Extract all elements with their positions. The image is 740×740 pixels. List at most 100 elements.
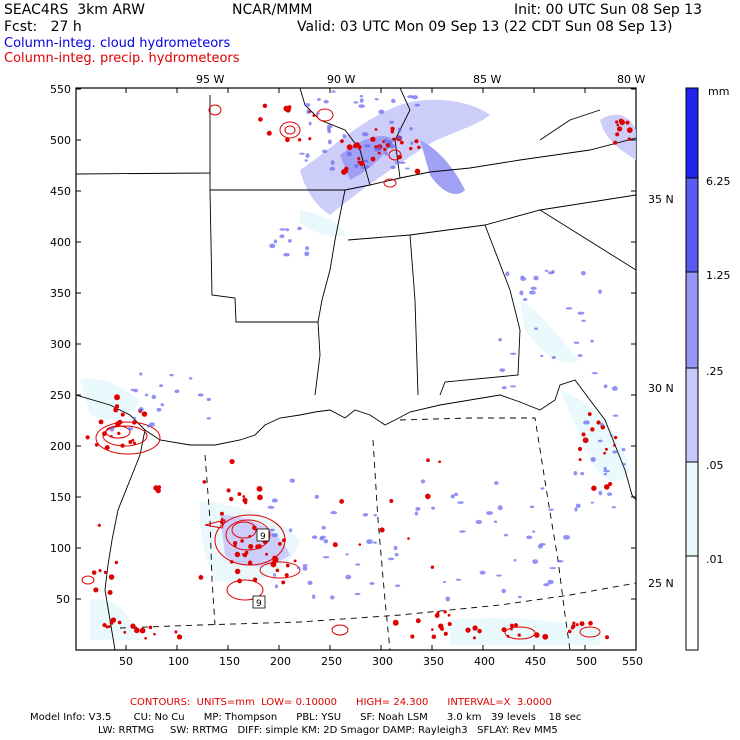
cloud-cell: [330, 595, 335, 600]
cloud-cell: [622, 463, 626, 466]
cloud-cell: [138, 407, 144, 412]
precip-cell: [434, 613, 440, 619]
precip-cell: [616, 123, 620, 127]
cloud-cell: [391, 98, 396, 104]
precip-cell: [389, 498, 394, 503]
precip-cell: [604, 447, 608, 451]
precip-cell: [438, 460, 441, 464]
cloud-cell: [373, 513, 378, 517]
precip-cell: [232, 541, 238, 546]
cloud-cell: [580, 471, 585, 476]
cloud-cell: [612, 414, 619, 417]
precip-cell: [431, 628, 434, 631]
cloud-cell: [132, 416, 137, 420]
precip-cell: [591, 485, 597, 491]
cloud-cell: [326, 124, 333, 129]
precip-cell: [117, 431, 121, 436]
cloud-cell: [415, 506, 421, 511]
cloud-cell: [513, 558, 517, 562]
cloud-cell: [543, 583, 550, 587]
cloud-hydrometeor-shading: [80, 99, 636, 645]
precip-cell: [93, 587, 99, 593]
cloud-cell: [457, 501, 464, 504]
cloud-cell: [317, 98, 321, 101]
cloud-cell: [308, 121, 312, 126]
cloud-cell: [271, 533, 279, 538]
cloud-cell: [573, 471, 578, 476]
model-info-line1: Model Info: V3.5 CU: No Cu MP: Thompson …: [30, 712, 582, 723]
lon-label: 95 W: [196, 73, 225, 86]
cloud-cells: [109, 90, 626, 602]
cloud-cell: [409, 127, 413, 131]
precip-cell: [410, 634, 415, 639]
precip-cell: [102, 431, 107, 437]
precip-cell: [141, 411, 148, 417]
cloud-cell: [455, 578, 462, 581]
precip-cell: [436, 611, 440, 615]
cloud-cell: [534, 327, 539, 330]
precip-cell: [226, 488, 231, 493]
precip-cell: [370, 156, 376, 162]
precip-cell: [133, 627, 140, 634]
y-tick-label: 150: [50, 491, 71, 504]
cloud-cell: [321, 149, 328, 154]
cloud-cell: [160, 403, 165, 407]
precip-cell: [120, 443, 125, 448]
colorbar: [685, 87, 699, 651]
precip-cell: [509, 623, 515, 628]
cloud-cell: [503, 533, 508, 537]
precip-cell: [234, 551, 241, 558]
precip-cell: [407, 537, 410, 540]
cloud-cell: [450, 494, 455, 499]
precip-cell: [581, 432, 586, 437]
cloud-cell: [283, 252, 290, 257]
contour-label-box: [252, 595, 266, 609]
cloud-cell: [603, 466, 607, 471]
cloud-cell: [399, 161, 406, 164]
precip-cell: [234, 568, 241, 575]
precip-cell: [615, 132, 620, 137]
precip-cell: [242, 553, 245, 556]
cloud-cell: [510, 352, 517, 355]
cloud-cell: [369, 582, 375, 585]
precip-cell: [284, 573, 289, 578]
precip-cell: [115, 421, 121, 427]
precip-cell: [312, 114, 316, 117]
cloud-cell: [397, 127, 402, 133]
cloud-cell: [530, 286, 537, 291]
precip-cell: [266, 130, 272, 136]
precip-cell: [613, 443, 617, 447]
cloud-cell: [273, 239, 278, 244]
x-tick-label: 400: [474, 655, 495, 668]
precip-cell: [107, 589, 113, 596]
cloud-cell: [519, 290, 524, 296]
colorbar-swatch: [686, 368, 698, 462]
cloud-cell: [197, 393, 204, 397]
cloud-cell: [501, 588, 507, 594]
cloud-cell: [577, 354, 583, 357]
cloud-cell: [611, 506, 616, 509]
cloud-cell: [279, 234, 285, 239]
x-tick-label: 300: [372, 655, 393, 668]
precip-cell: [132, 441, 137, 445]
cloud-cell: [598, 490, 603, 496]
precip-cell: [244, 550, 249, 555]
precip-cell: [339, 499, 345, 504]
cloud-cell: [188, 377, 193, 380]
precip-cell: [108, 574, 115, 580]
cloud-cell: [475, 519, 483, 525]
y-tick-label: 200: [50, 440, 71, 453]
cloud-cell: [174, 389, 180, 394]
lon-label: 85 W: [473, 73, 502, 86]
cloud-cell: [330, 510, 338, 515]
precip-cell: [285, 137, 290, 143]
precip-cell: [94, 442, 99, 447]
precip-cell: [357, 157, 361, 161]
cloud-cell: [518, 595, 522, 599]
cloud-cell: [316, 112, 321, 115]
precip-cell: [392, 137, 396, 141]
cloud-cell: [359, 94, 364, 98]
precip-cell: [256, 485, 263, 492]
precip-cell: [447, 621, 452, 627]
